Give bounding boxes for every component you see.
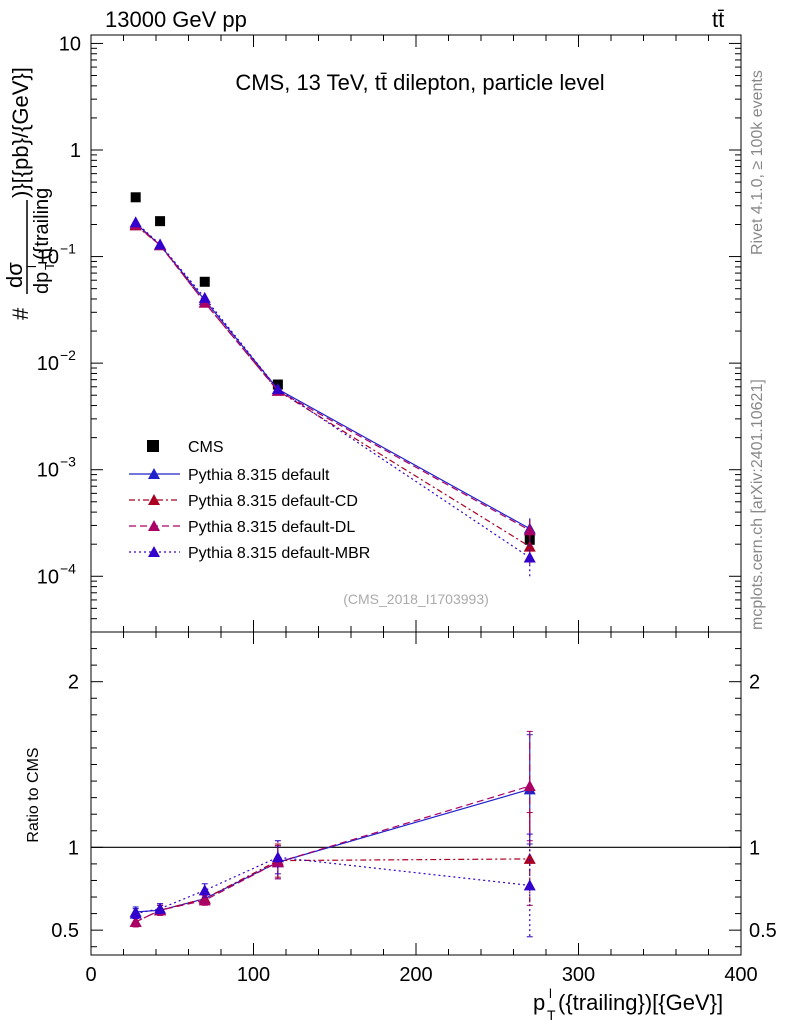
- svg-text:p: p: [533, 990, 545, 1015]
- y-tick-label: 10: [37, 566, 59, 588]
- ratio-point-mbr: [271, 851, 284, 863]
- mcplots-label: mcplots.cern.ch [arXiv:2401.10621]: [749, 379, 766, 630]
- rivet-version-label: Rivet 4.1.0, ≥ 100k events: [749, 70, 766, 255]
- svg-text:Pythia 8.315 default-CD: Pythia 8.315 default-CD: [188, 493, 358, 510]
- y-tick-exponent: −1: [60, 241, 76, 257]
- x-tick-label: 100: [237, 964, 270, 986]
- y-tick-label: 10: [37, 353, 59, 375]
- legend-entry-dl: Pythia 8.315 default-DL: [129, 519, 355, 536]
- y-tick-label: 10: [59, 33, 81, 55]
- ratio-point-dl: [523, 780, 536, 792]
- ratio-axes: 0.5 0.5 1 1 2 2 0 100 200 300 400: [51, 632, 777, 986]
- y-tick-label: 10: [37, 247, 59, 269]
- svg-text:dp: dp: [31, 272, 53, 294]
- legend-entry-cms: CMS: [147, 439, 224, 456]
- ratio-y-tick-label-right: 1: [749, 837, 760, 859]
- main-y-axis-label: # dσ dp T l ({trailing )}[{pb}/{GeV}]: [2, 67, 57, 320]
- data-point-mbr: [523, 551, 536, 563]
- svg-text:T: T: [42, 262, 57, 270]
- data-point-cms: [155, 216, 166, 227]
- x-axis-label: p T l ({trailing})[{GeV}]: [533, 986, 723, 1023]
- svg-text:Pythia 8.315 default-MBR: Pythia 8.315 default-MBR: [188, 545, 370, 562]
- data-point-mbr: [271, 383, 284, 395]
- ratio-point-mbr: [198, 884, 211, 896]
- data-point-mbr: [129, 216, 142, 228]
- svg-text:Pythia 8.315 default-DL: Pythia 8.315 default-DL: [188, 519, 355, 536]
- main-series: [129, 192, 536, 577]
- y-tick-label: 10: [37, 460, 59, 482]
- ratio-point-mbr: [129, 907, 142, 919]
- ratio-y-tick-label-right: 0.5: [749, 920, 777, 942]
- legend-entry-mbr: Pythia 8.315 default-MBR: [129, 545, 370, 562]
- series-line-dl: [135, 224, 531, 531]
- svg-text:#: #: [8, 307, 33, 320]
- ratio-series: [129, 730, 536, 938]
- ratio-point-dl: [198, 894, 211, 906]
- x-tick-label: 0: [85, 964, 96, 986]
- main-plot-frame: [90, 34, 742, 633]
- y-tick-exponent: −2: [60, 347, 76, 363]
- x-tick-label: 400: [724, 964, 757, 986]
- y-tick-label: 1: [70, 140, 81, 162]
- ratio-point-dl: [129, 915, 142, 927]
- series-line-mbr: [135, 221, 531, 559]
- svg-text:T: T: [547, 1007, 556, 1023]
- x-tick-label: 300: [562, 964, 595, 986]
- ratio-plot-frame: [90, 631, 742, 956]
- svg-text:dσ: dσ: [2, 262, 27, 288]
- ratio-y-tick-label: 2: [68, 672, 79, 694]
- data-point-dl: [523, 524, 536, 536]
- ratio-point-mbr: [154, 902, 167, 914]
- legend-entry-default: Pythia 8.315 default: [129, 467, 330, 484]
- series-line-cd: [135, 224, 531, 548]
- analysis-watermark: (CMS_2018_I1703993): [343, 591, 489, 607]
- y-tick-exponent: −3: [60, 454, 76, 470]
- header-energy: 13000 GeV pp: [105, 7, 247, 32]
- svg-text:({trailing: ({trailing: [31, 188, 53, 260]
- svg-text:l: l: [24, 265, 39, 268]
- data-point-cms: [130, 192, 141, 203]
- svg-text:({trailing})[{GeV}]: ({trailing})[{GeV}]: [558, 990, 723, 1015]
- data-point-mbr: [154, 238, 167, 250]
- ratio-line-default: [135, 788, 530, 913]
- ratio-y-axis-label: Ratio to CMS: [25, 747, 42, 842]
- ratio-point-cd: [523, 852, 536, 864]
- ratio-line-cd: [135, 858, 530, 923]
- data-point-mbr: [198, 291, 211, 303]
- data-point-cms: [199, 276, 210, 287]
- plot-title: CMS, 13 TeV, tt̄ dilepton, particle leve…: [235, 70, 604, 95]
- legend-entry-cd: Pythia 8.315 default-CD: [129, 493, 358, 510]
- svg-text:l: l: [549, 986, 552, 1001]
- y-tick-exponent: −4: [60, 560, 76, 576]
- ratio-y-tick-label-right: 2: [749, 672, 760, 694]
- legend: CMS Pythia 8.315 default Pythia 8.315 de…: [129, 439, 370, 562]
- ratio-y-tick-label: 0.5: [51, 920, 79, 942]
- svg-text:)}[{pb}/{GeV}]: )}[{pb}/{GeV}]: [8, 67, 33, 198]
- ratio-point-mbr: [523, 879, 536, 891]
- x-tick-label: 200: [399, 964, 432, 986]
- header-process: tt̄: [712, 7, 724, 32]
- svg-text:CMS: CMS: [188, 439, 224, 456]
- ratio-line-mbr: [135, 856, 530, 915]
- svg-text:Pythia 8.315 default: Pythia 8.315 default: [188, 467, 330, 484]
- ratio-y-tick-label: 1: [68, 837, 79, 859]
